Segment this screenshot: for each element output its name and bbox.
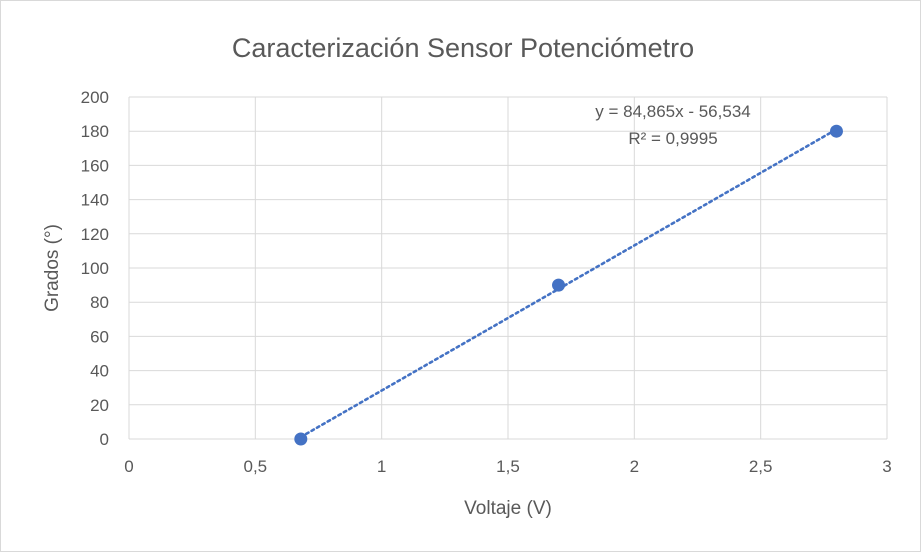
y-tick-label: 80 — [90, 293, 109, 312]
x-tick-label: 0 — [124, 457, 133, 476]
x-tick-label: 2 — [630, 457, 639, 476]
y-tick-label: 0 — [100, 430, 109, 449]
data-point — [829, 124, 843, 138]
x-axis-label: Voltaje (V) — [464, 498, 552, 519]
chart-title: Caracterización Sensor Potenciómetro — [232, 33, 694, 63]
y-tick-label: 60 — [90, 327, 109, 346]
y-tick-label: 200 — [81, 88, 109, 107]
trendline-group — [299, 128, 838, 439]
x-tick-label: 3 — [882, 457, 891, 476]
y-tick-label: 100 — [81, 259, 109, 278]
trendline — [299, 128, 838, 439]
y-tick-label: 120 — [81, 225, 109, 244]
data-points — [294, 124, 843, 446]
data-point — [294, 432, 308, 446]
grid-lines — [128, 96, 888, 440]
y-tick-labels: 0 20 40 60 80 100 120 140 160 180 200 — [81, 88, 109, 449]
data-point — [552, 278, 566, 292]
trendline-r2: R² = 0,9995 — [628, 129, 717, 148]
trendline-equation: y = 84,865x - 56,534 — [595, 102, 750, 121]
x-tick-label: 2,5 — [749, 457, 773, 476]
x-tick-label: 0,5 — [244, 457, 268, 476]
x-tick-labels: 0 0,5 1 1,5 2 2,5 3 — [124, 457, 891, 476]
y-tick-label: 40 — [90, 362, 109, 381]
y-axis-label: Grados (°) — [42, 224, 63, 312]
y-tick-label: 140 — [81, 191, 109, 210]
x-tick-label: 1 — [377, 457, 386, 476]
y-tick-label: 160 — [81, 156, 109, 175]
y-tick-label: 180 — [81, 122, 109, 141]
x-tick-label: 1,5 — [496, 457, 520, 476]
y-tick-label: 20 — [90, 396, 109, 415]
